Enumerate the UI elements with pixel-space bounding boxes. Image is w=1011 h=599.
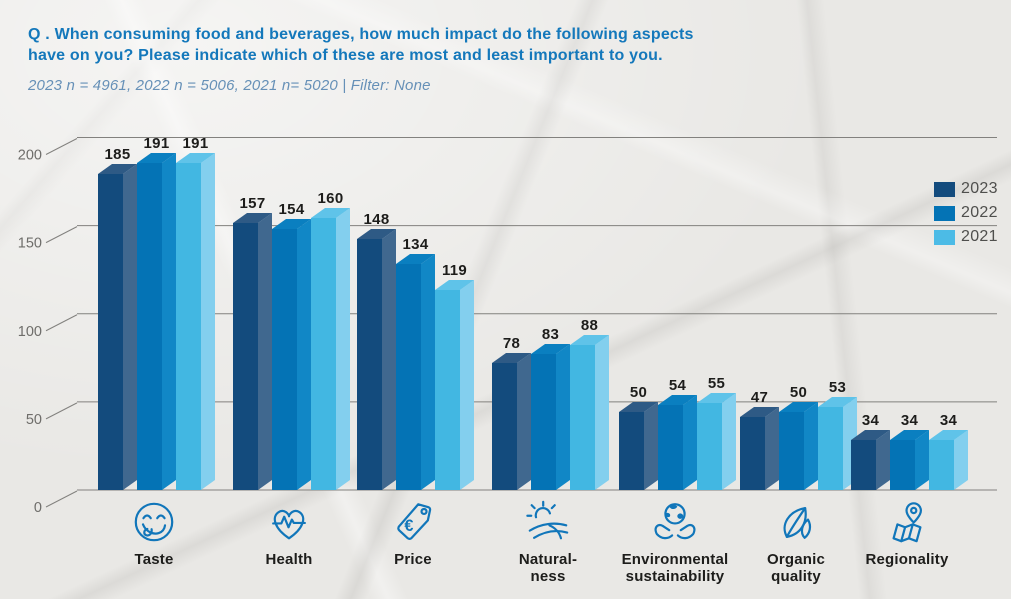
category-health: Health <box>214 499 364 568</box>
bar-environmental-sustainability-2021 <box>697 393 737 490</box>
bar-front-face <box>357 239 382 490</box>
bar-taste-2022 <box>137 153 177 490</box>
question-title: Q . When consuming food and beverages, h… <box>28 26 694 64</box>
category-taste: Taste <box>79 499 229 568</box>
bar-price-2023 <box>357 229 397 490</box>
bar-front-face <box>851 440 876 490</box>
bar-front-face <box>396 263 421 490</box>
legend-swatch <box>934 229 955 245</box>
bar-taste-2021 <box>176 153 216 490</box>
category-label: Environmental sustainability <box>621 551 729 585</box>
bar-front-face <box>570 344 595 490</box>
bar-front-face <box>697 403 722 490</box>
naturalness-icon <box>526 500 569 540</box>
tick-leader-line <box>45 138 78 155</box>
bar-front-face <box>272 228 297 490</box>
y-axis-tick-label: 200 <box>18 148 42 164</box>
bar-front-face <box>779 411 804 490</box>
bar-environmental-sustainability-2022 <box>658 394 698 490</box>
bar-front-face <box>929 440 954 490</box>
bar-front-face <box>233 223 258 490</box>
legend-label: 2021 <box>961 228 998 245</box>
bar-organic-quality-2021 <box>818 396 858 490</box>
bar-price-2021 <box>435 280 475 490</box>
bar-front-face <box>619 411 644 490</box>
y-axis-tick-label: 100 <box>18 324 42 340</box>
bar-taste-2023 <box>98 163 138 490</box>
bar-regionality-2021 <box>929 430 969 490</box>
bar-environmental-sustainability-2023 <box>619 401 659 490</box>
regionality-icon <box>892 502 922 543</box>
legend-swatch <box>934 181 955 197</box>
bar-front-face <box>740 417 765 490</box>
bar-health-2023 <box>233 213 273 490</box>
chart-legend: 2023 2022 2021 <box>934 177 998 249</box>
category-label: Natural- ness <box>518 551 578 585</box>
category-naturalness: Natural- ness <box>473 499 623 585</box>
bar-naturalness-2021 <box>570 334 610 490</box>
bar-regionality-2023 <box>851 430 891 490</box>
bar-health-2022 <box>272 218 312 490</box>
bar-naturalness-2022 <box>531 343 571 490</box>
bar-front-face <box>890 440 915 490</box>
legend-item-2021: 2021 <box>934 225 998 249</box>
bar-regionality-2022 <box>890 430 930 490</box>
bar-front-face <box>492 362 517 490</box>
bar-health-2021 <box>311 208 351 490</box>
tick-leader-line <box>45 490 78 508</box>
tick-leader-line <box>45 314 78 332</box>
bar-front-face <box>137 163 162 490</box>
tick-leader-line <box>45 226 78 244</box>
y-axis-tick-label: 0 <box>34 500 42 516</box>
bar-naturalness-2023 <box>492 352 532 490</box>
legend-label: 2022 <box>961 204 998 221</box>
category-label: Regionality <box>865 551 949 568</box>
sample-filter-note: 2023 n = 4961, 2022 n = 5006, 2021 n= 50… <box>28 77 431 94</box>
legend-item-2022: 2022 <box>934 201 998 225</box>
category-organic-quality: Organic quality <box>721 499 871 585</box>
y-axis-tick-label: 50 <box>26 412 42 428</box>
category-environmental-sustainability: Environmental sustainability <box>600 499 750 585</box>
bar-front-face <box>311 218 336 490</box>
bar-front-face <box>531 353 556 490</box>
y-axis-tick-label: 150 <box>18 236 42 252</box>
environmental-sustainability-icon <box>654 503 696 540</box>
legend-item-2023: 2023 <box>934 177 998 201</box>
bar-price-2022 <box>396 253 436 490</box>
bar-front-face <box>435 290 460 490</box>
category-regionality: Regionality <box>832 499 982 568</box>
category-label: Organic quality <box>766 551 826 585</box>
bar-front-face <box>818 406 843 490</box>
category-label: Taste <box>134 551 174 568</box>
tick-leader-line <box>45 402 78 420</box>
organic-quality-icon <box>783 507 812 539</box>
category-label: Health <box>265 551 313 568</box>
bar-front-face <box>176 163 201 490</box>
bar-front-face <box>658 404 683 490</box>
svg-text:€: € <box>404 517 413 535</box>
legend-swatch <box>934 205 955 221</box>
bar-organic-quality-2023 <box>740 407 780 490</box>
taste-icon <box>134 502 174 542</box>
bar-organic-quality-2022 <box>779 401 819 490</box>
price-icon: € <box>397 503 432 540</box>
bar-front-face <box>98 173 123 490</box>
category-label: Price <box>394 551 432 568</box>
health-icon <box>272 509 306 540</box>
category-price: € Price <box>338 499 488 568</box>
legend-label: 2023 <box>961 180 998 197</box>
